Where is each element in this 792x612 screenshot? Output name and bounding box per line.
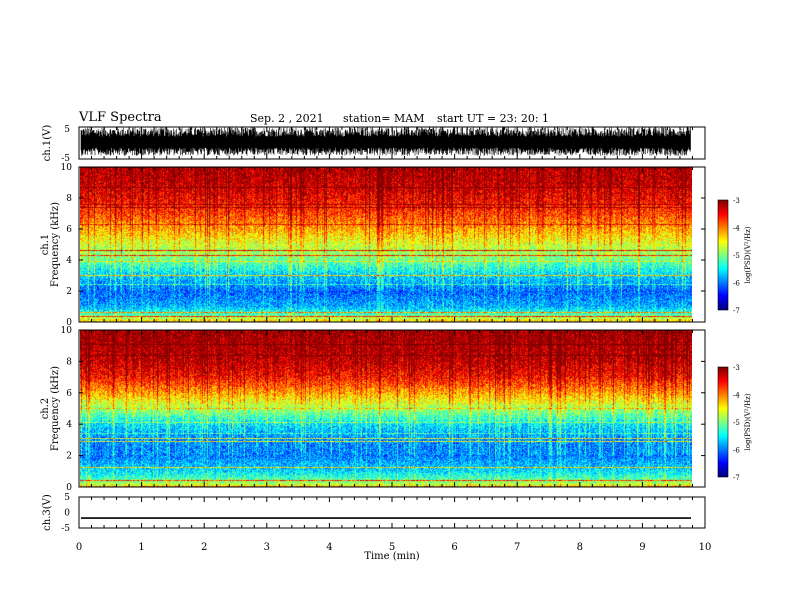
ch2-colorbar-frame (717, 366, 729, 478)
ch3-ytick-label: 5 (64, 493, 70, 503)
ch2-colorbar-tick-label: -7 (733, 474, 740, 482)
chart-title: VLF Spectra (79, 110, 162, 125)
ch2-colorbar-tick-label: -4 (733, 392, 740, 400)
ch1-ytick-label: -5 (61, 154, 70, 164)
ch1-ytick-label: 2 (66, 287, 72, 297)
ch2-colorbar-tick-label: -5 (733, 419, 740, 427)
ch2-ylabel: Frequency (kHz) (50, 366, 61, 451)
ch2-colorbar-tick-label: -3 (733, 364, 740, 372)
ch3-ylabel: ch.3(V) (42, 494, 53, 531)
x-tick-label: 8 (577, 542, 583, 553)
panel-frame-2 (78, 166, 706, 323)
x-tick-label: 2 (201, 542, 207, 553)
ch2-colorbar-tick-label: -6 (733, 447, 740, 455)
station-label: station= MAM (343, 112, 425, 125)
ch1-waveform-trace (80, 127, 691, 156)
ch2-spectrogram-image (80, 330, 692, 487)
ch1-colorbar (718, 200, 728, 310)
ch1-colorbar-tick-label: -3 (733, 197, 740, 205)
ch1-ylabel: Frequency (kHz) (50, 202, 61, 287)
ch1-ylabel: ch.1(V) (42, 125, 53, 162)
ch1-ytick-label: 4 (66, 256, 72, 266)
ch2-ytick-label: 4 (66, 420, 72, 430)
ch1-colorbar-tick-label: -4 (733, 225, 740, 233)
ch3-ytick-label: -5 (61, 524, 70, 534)
ch3-ytick-label: 0 (64, 509, 70, 519)
x-tick-label: 4 (326, 542, 332, 553)
ch2-ytick-label: 6 (66, 389, 72, 399)
ch1-spectrogram-image (80, 167, 692, 322)
x-tick-label: 1 (138, 542, 144, 553)
ch1-ytick-label: 6 (66, 225, 72, 235)
ch2-ytick-label: 10 (61, 326, 73, 336)
ch1-colorbar-label: log(PSD)(V²/Hz) (744, 226, 752, 283)
ch1-colorbar-tick-label: -5 (733, 252, 740, 260)
ch1-colorbar-tick-label: -6 (733, 280, 740, 288)
date-label: Sep. 2 , 2021 (250, 112, 324, 125)
ch1-ytick-label: 0 (66, 318, 72, 328)
x-tick-label: 10 (699, 542, 712, 553)
ch2-ytick-label: 8 (66, 357, 72, 367)
x-tick-label: 3 (264, 542, 270, 553)
ch2-channel-label: ch.2 (40, 398, 51, 420)
x-tick-label: 5 (389, 542, 395, 553)
ch2-ytick-label: 0 (66, 483, 72, 493)
ch1-ytick-label: 10 (61, 163, 73, 173)
x-tick-label: 0 (76, 542, 82, 553)
ch2-colorbar (718, 367, 728, 477)
panel-frame-3 (78, 329, 706, 488)
ch1-channel-label: ch.1 (40, 234, 51, 256)
ch1-colorbar-frame (717, 199, 729, 311)
x-tick-label: 6 (451, 542, 457, 553)
ch1-ytick-label: 8 (66, 194, 72, 204)
ch1-ytick-label: 5 (64, 125, 70, 135)
start-time-label: start UT = 23: 20: 1 (437, 112, 550, 125)
x-tick-label: 7 (514, 542, 520, 553)
ch2-colorbar-label: log(PSD)(V²/Hz) (744, 393, 752, 450)
ch1-colorbar-tick-label: -7 (733, 307, 740, 315)
x-tick-label: 9 (639, 542, 645, 553)
ch2-ytick-label: 2 (66, 452, 72, 462)
x-axis-label: Time (min) (364, 551, 419, 562)
